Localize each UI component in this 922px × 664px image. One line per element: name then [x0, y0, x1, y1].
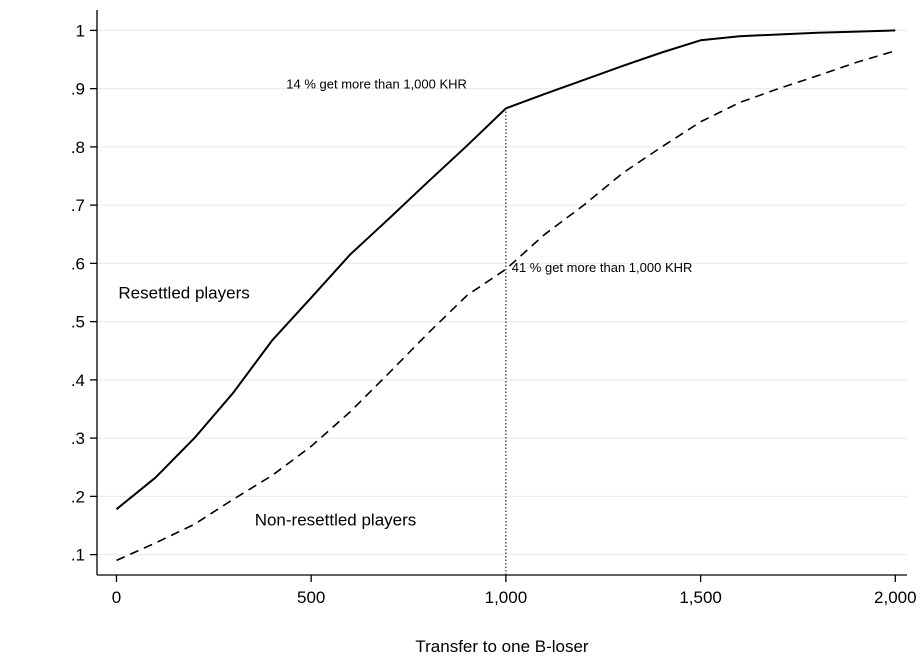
y-tick-label-8: .9 — [71, 80, 85, 99]
y-tick-label-0: .1 — [71, 546, 85, 565]
x-tick-label-3: 1,500 — [679, 588, 722, 607]
y-tick-label-6: .7 — [71, 196, 85, 215]
annotation-0: 14 % get more than 1,000 KHR — [286, 77, 467, 92]
series-label-0: Resettled players — [118, 283, 249, 302]
axes: .1 .2 .3 .4 .5 .6 .7 .8 .9 1 0 500 1,000 1,500 2,000 — [71, 10, 917, 607]
y-tick-label-1: .2 — [71, 487, 85, 506]
y-tick-label-7: .8 — [71, 138, 85, 157]
x-tick-label-4: 2,000 — [874, 588, 917, 607]
y-tick-label-5: .6 — [71, 254, 85, 273]
x-tick-label-2: 1,000 — [485, 588, 528, 607]
series-lines — [115, 29, 896, 562]
x-tick-label-1: 500 — [297, 588, 325, 607]
series-label-1: Non-resettled players — [255, 510, 417, 529]
y-tick-label-4: .5 — [71, 313, 85, 332]
x-tick-label-0: 0 — [112, 588, 121, 607]
x-axis-title: Transfer to one B-loser — [415, 637, 589, 656]
series-line-resettled — [115, 29, 896, 510]
annotation-1: 41 % get more than 1,000 KHR — [512, 260, 693, 275]
y-tick-label-2: .3 — [71, 429, 85, 448]
chart-labels: Transfer to one B-loser Resettled players… — [118, 77, 692, 656]
y-tick-label-3: .4 — [71, 371, 85, 390]
grid-lines — [97, 29, 907, 556]
y-tick-label-9: 1 — [76, 21, 85, 40]
